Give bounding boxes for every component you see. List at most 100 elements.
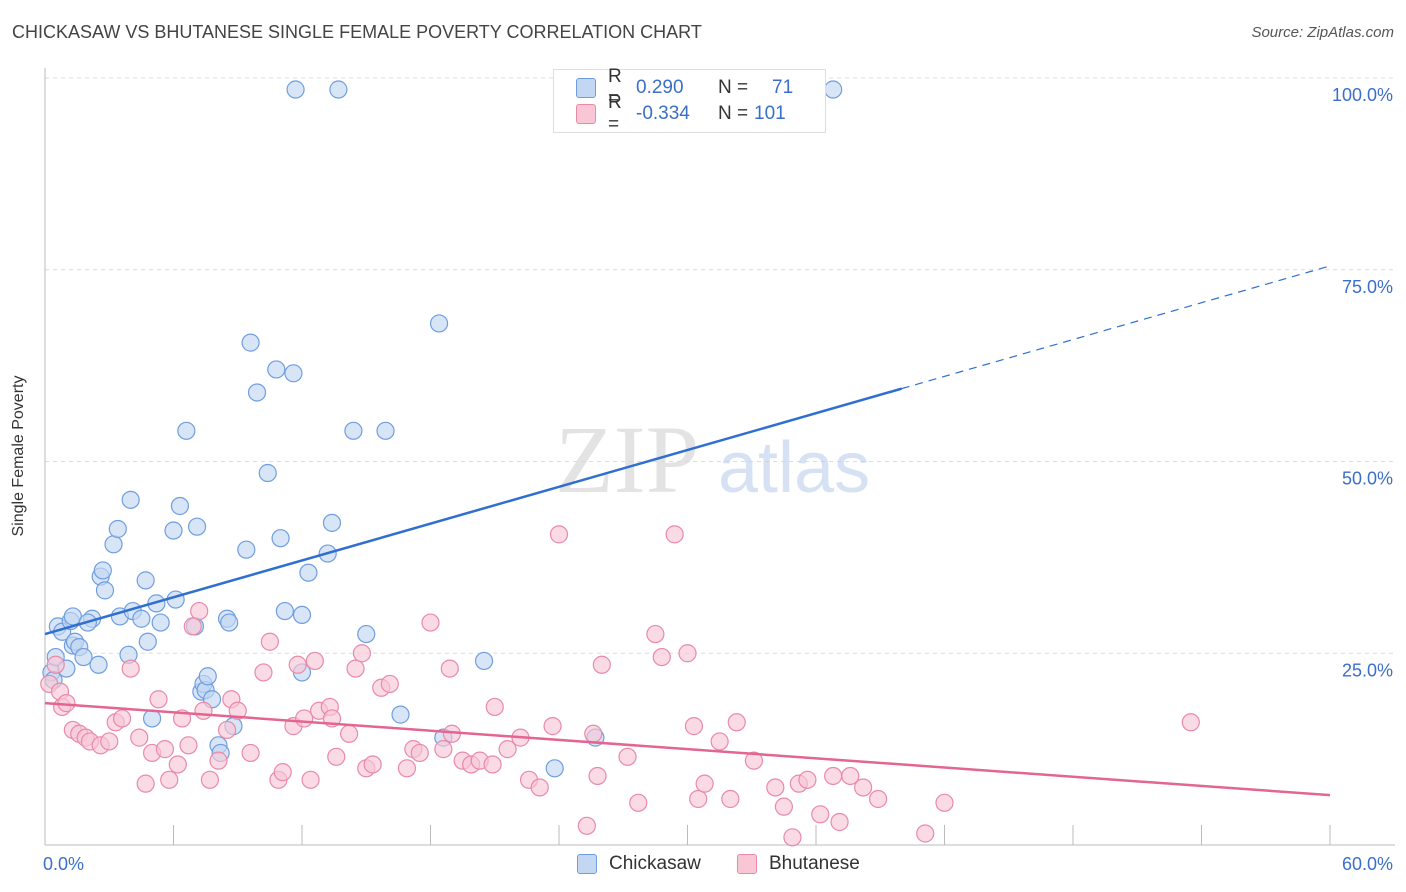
point-chickasaw <box>164 521 183 540</box>
point-chickasaw <box>275 601 294 621</box>
point-chickasaw <box>429 314 449 333</box>
point-bhutanese <box>774 797 793 816</box>
point-chickasaw <box>237 540 256 559</box>
watermark-zip: ZIP <box>555 406 699 513</box>
grid-layer <box>45 77 1395 654</box>
points-layer <box>40 80 1200 847</box>
watermark-atlas: atlas <box>718 428 870 508</box>
legend-row-chickasaw: R = 0.290 N = 71 <box>576 66 794 109</box>
point-bhutanese <box>273 763 292 782</box>
point-bhutanese <box>305 651 324 671</box>
n-value: 101 <box>754 103 786 124</box>
point-chickasaw <box>95 581 115 600</box>
point-bhutanese <box>592 655 611 674</box>
r-label: R = <box>608 66 622 109</box>
series-name-chickasaw: Chickasaw <box>609 853 701 874</box>
point-chickasaw <box>391 705 410 724</box>
point-bhutanese <box>710 732 729 751</box>
point-chickasaw <box>299 563 318 582</box>
point-bhutanese <box>295 709 314 728</box>
axes-layer <box>44 68 1395 846</box>
chart-source: Source: ZipAtlas.com <box>1251 24 1394 41</box>
point-chickasaw <box>132 609 151 628</box>
point-chickasaw <box>376 421 395 440</box>
point-bhutanese <box>340 724 359 743</box>
point-bhutanese <box>217 720 237 740</box>
y-tick-label: 100.0% <box>1332 85 1393 105</box>
point-chickasaw <box>286 80 305 99</box>
point-bhutanese <box>665 525 684 544</box>
legend-row-bhutanese: R = -0.334 N = 101 <box>576 92 786 135</box>
x-tick-label: 60.0% <box>1342 854 1393 874</box>
point-bhutanese <box>190 601 209 621</box>
r-label: R = <box>608 92 622 135</box>
legend-swatch-bhutanese <box>576 104 596 124</box>
point-bhutanese <box>100 732 119 751</box>
point-bhutanese <box>652 647 671 667</box>
point-bhutanese <box>695 774 714 793</box>
point-bhutanese <box>160 770 179 789</box>
point-bhutanese <box>646 624 665 644</box>
y-axis-label: Single Female Poverty <box>10 375 27 537</box>
point-bhutanese <box>397 759 417 778</box>
point-chickasaw <box>89 655 108 674</box>
series-legend-chickasaw: Chickasaw <box>577 853 701 875</box>
point-bhutanese <box>46 655 65 674</box>
point-bhutanese <box>543 717 562 736</box>
n-value: 71 <box>772 77 794 98</box>
point-chickasaw <box>344 421 363 440</box>
y-tick-label: 50.0% <box>1342 469 1393 489</box>
point-chickasaw <box>267 360 286 379</box>
point-chickasaw <box>824 80 843 99</box>
point-chickasaw <box>357 624 376 644</box>
point-bhutanese <box>798 770 817 789</box>
trend-line-chickasaw <box>44 387 903 636</box>
point-bhutanese <box>421 613 440 632</box>
point-bhutanese <box>830 812 849 832</box>
point-bhutanese <box>200 770 220 789</box>
point-bhutanese <box>228 701 247 720</box>
point-bhutanese <box>485 697 504 717</box>
point-chickasaw <box>142 709 162 728</box>
point-bhutanese <box>530 778 549 797</box>
point-bhutanese <box>440 659 459 678</box>
r-value: -0.334 <box>636 103 690 124</box>
point-bhutanese <box>824 766 843 786</box>
point-chickasaw <box>170 496 190 516</box>
point-chickasaw <box>108 519 127 539</box>
point-chickasaw <box>241 333 260 352</box>
point-chickasaw <box>121 490 140 509</box>
point-chickasaw <box>220 613 239 632</box>
point-bhutanese <box>721 789 740 809</box>
correlation-legend: R = 0.290 N = 71 R = -0.334 N = 101 <box>553 66 826 135</box>
point-chickasaw <box>247 383 267 402</box>
point-chickasaw <box>271 529 290 548</box>
point-chickasaw <box>151 613 170 632</box>
point-chickasaw <box>198 667 217 686</box>
point-bhutanese <box>363 755 382 774</box>
y-tick-label: 75.0% <box>1342 277 1393 297</box>
point-bhutanese <box>179 736 198 755</box>
y-tick-label: 25.0% <box>1342 660 1393 680</box>
point-bhutanese <box>136 774 155 793</box>
point-chickasaw <box>177 421 196 440</box>
point-bhutanese <box>684 717 704 736</box>
point-chickasaw <box>474 651 494 671</box>
point-bhutanese <box>149 690 168 709</box>
point-bhutanese <box>183 617 202 636</box>
point-bhutanese <box>689 789 708 809</box>
point-chickasaw <box>104 535 123 554</box>
point-bhutanese <box>854 778 873 797</box>
point-bhutanese <box>588 766 607 786</box>
x-tick-label: 0.0% <box>43 854 84 874</box>
point-bhutanese <box>254 663 273 682</box>
legend-swatch-chickasaw <box>576 78 596 98</box>
point-bhutanese <box>841 766 860 786</box>
point-bhutanese <box>434 740 453 759</box>
point-bhutanese <box>352 644 372 663</box>
point-bhutanese <box>1181 713 1200 732</box>
point-bhutanese <box>194 701 213 720</box>
point-bhutanese <box>155 740 175 759</box>
point-bhutanese <box>629 793 648 812</box>
